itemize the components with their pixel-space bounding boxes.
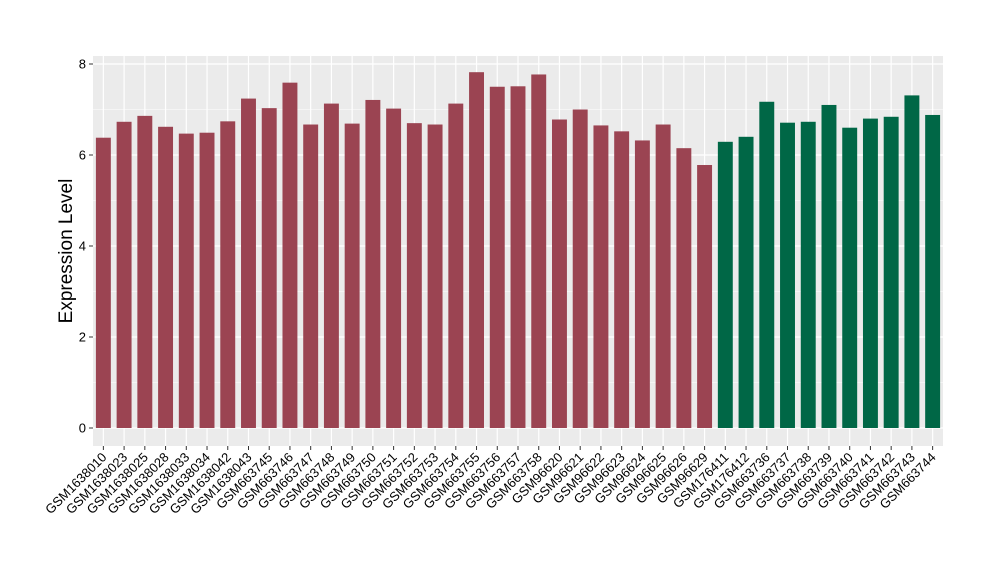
bar-GSM663752: [406, 123, 422, 429]
y-tick-label: 6: [79, 148, 86, 163]
bar-GSM176411: [717, 141, 733, 428]
y-axis-label: Expression Level: [56, 179, 77, 324]
bar-GSM663751: [386, 108, 402, 428]
bar-GSM663737: [780, 122, 795, 428]
bar-GSM1638025: [137, 115, 153, 429]
bar-GSM96624: [634, 140, 650, 428]
bar-GSM1638028: [158, 126, 174, 428]
bar-GSM663755: [469, 72, 484, 428]
bar-GSM663736: [759, 101, 775, 428]
bar-GSM663743: [904, 95, 920, 429]
bar-GSM1638010: [95, 137, 111, 428]
bar-GSM663746: [282, 82, 298, 428]
bar-GSM176412: [738, 136, 754, 429]
bar-GSM663753: [427, 124, 443, 428]
bar-GSM663744: [925, 114, 941, 429]
y-tick-label: 2: [79, 330, 86, 345]
y-tick-label: 0: [79, 421, 86, 436]
bar-GSM96629: [697, 165, 713, 428]
bar-GSM1638043: [241, 98, 256, 428]
bar-GSM1638034: [199, 132, 215, 428]
bar-GSM663756: [489, 86, 505, 428]
bar-GSM663741: [862, 118, 878, 428]
bar-GSM96623: [614, 131, 630, 428]
bar-GSM96621: [572, 109, 588, 428]
bar-GSM1638033: [178, 133, 194, 429]
y-tick-label: 4: [79, 239, 86, 254]
bar-GSM96626: [676, 148, 692, 429]
bar-GSM1638023: [116, 121, 132, 428]
bar-GSM663740: [842, 127, 858, 428]
bar-GSM663738: [800, 121, 816, 428]
bar-GSM1638042: [220, 121, 236, 428]
bar-GSM663750: [365, 99, 381, 428]
bar-GSM663758: [531, 74, 547, 428]
bar-GSM663748: [323, 103, 339, 429]
bar-GSM663754: [448, 103, 464, 429]
bar-GSM663742: [883, 116, 899, 428]
bar-GSM96620: [552, 119, 567, 428]
bar-GSM96625: [655, 124, 671, 428]
bar-GSM663739: [821, 104, 837, 428]
bar-GSM96622: [593, 125, 609, 429]
bar-GSM663749: [344, 123, 360, 428]
bars: [95, 72, 941, 429]
bar-GSM663745: [261, 108, 277, 428]
bar-GSM663757: [510, 86, 526, 429]
y-tick-label: 8: [79, 57, 86, 72]
x-axis: GSM1638010GSM1638023GSM1638025GSM1638028…: [42, 446, 939, 517]
bar-GSM663747: [303, 124, 319, 428]
y-axis: 0 2 4 6 8: [79, 57, 93, 436]
